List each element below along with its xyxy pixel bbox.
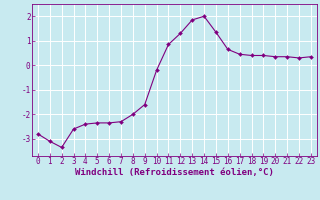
X-axis label: Windchill (Refroidissement éolien,°C): Windchill (Refroidissement éolien,°C) xyxy=(75,168,274,177)
